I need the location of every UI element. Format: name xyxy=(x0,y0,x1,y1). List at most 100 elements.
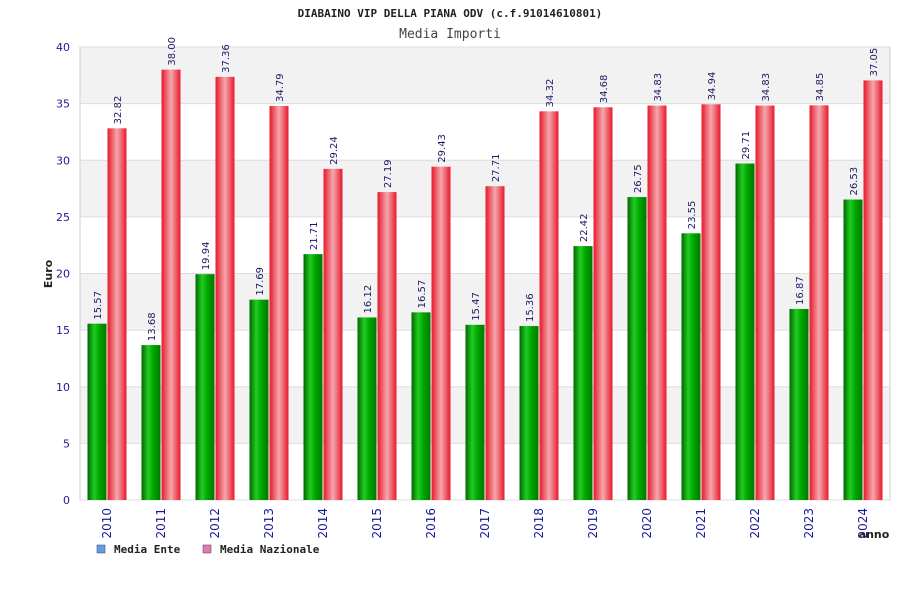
value-label-media-ente-2011: 13.68 xyxy=(147,312,158,341)
value-label-media-ente-2017: 15.47 xyxy=(471,292,482,321)
value-label-media-ente-2010: 15.57 xyxy=(93,291,104,320)
value-label-media-nazionale-2012: 37.36 xyxy=(221,44,232,73)
value-label-media-nazionale-2015: 27.19 xyxy=(383,159,394,188)
y-tick-label: 0 xyxy=(63,494,70,507)
x-tick-label-2012: 2012 xyxy=(208,508,222,539)
value-label-media-nazionale-2017: 27.71 xyxy=(491,154,502,183)
value-label-media-ente-2024: 26.53 xyxy=(849,167,860,196)
plot-band xyxy=(80,47,890,104)
x-tick-label-2010: 2010 xyxy=(100,508,114,539)
x-tick-label-2017: 2017 xyxy=(478,508,492,539)
bar-media-ente-2014 xyxy=(303,254,323,500)
chart-subtitle: Media Importi xyxy=(399,27,501,42)
x-tick-labels: 2010 2011 2012 2013 2014 2015 2016 2017 2018 2019… xyxy=(100,508,870,539)
bar-media-nazionale-2019 xyxy=(593,107,613,501)
value-label-media-ente-2020: 26.75 xyxy=(633,164,644,193)
value-label-media-nazionale-2011: 38.00 xyxy=(167,37,178,66)
bar-media-ente-2021 xyxy=(681,233,701,500)
bar-media-ente-2011 xyxy=(141,345,161,500)
value-label-media-ente-2019: 22.42 xyxy=(579,213,590,242)
x-tick-label-2019: 2019 xyxy=(586,508,600,539)
x-tick-label-2016: 2016 xyxy=(424,508,438,539)
plot-band xyxy=(80,160,890,217)
value-label-media-ente-2018: 15.36 xyxy=(525,293,536,322)
value-label-media-nazionale-2013: 34.79 xyxy=(275,73,286,102)
bar-media-nazionale-2023 xyxy=(809,105,829,500)
y-tick-label: 25 xyxy=(56,211,70,224)
bar-media-nazionale-2013 xyxy=(269,106,289,501)
bar-media-nazionale-2015 xyxy=(377,192,397,501)
value-label-media-ente-2021: 23.55 xyxy=(687,201,698,230)
value-labels-group: 15.57 32.82 13.68 38.00 19.94 37.36 17.69 34.79… xyxy=(93,37,880,341)
bar-media-ente-2023 xyxy=(789,308,809,500)
y-tick-labels: 0 5 10 15 20 25 30 35 40 xyxy=(56,41,70,507)
bar-media-ente-2019 xyxy=(573,246,593,500)
bar-media-nazionale-2012 xyxy=(215,76,235,500)
chart-title: DIABAINO VIP DELLA PIANA ODV (c.f.910146… xyxy=(298,7,603,20)
value-label-media-nazionale-2022: 34.83 xyxy=(761,73,772,102)
y-tick-label: 5 xyxy=(63,437,70,450)
x-tick-label-2011: 2011 xyxy=(154,508,168,539)
bar-media-nazionale-2011 xyxy=(161,69,181,501)
value-label-media-ente-2013: 17.69 xyxy=(255,267,266,296)
y-tick-label: 35 xyxy=(56,98,70,111)
bar-media-nazionale-2024 xyxy=(863,80,883,500)
value-label-media-ente-2022: 29.71 xyxy=(741,131,752,160)
x-tick-label-2014: 2014 xyxy=(316,508,330,539)
plot-band xyxy=(80,273,890,331)
plot-band xyxy=(80,216,890,274)
bar-media-ente-2015 xyxy=(357,317,377,500)
value-label-media-nazionale-2018: 34.32 xyxy=(545,79,556,108)
bar-media-nazionale-2014 xyxy=(323,168,343,500)
bar-media-ente-2022 xyxy=(735,163,755,501)
x-tick-label-2021: 2021 xyxy=(694,508,708,539)
x-tick-label-2013: 2013 xyxy=(262,508,276,539)
bar-media-nazionale-2021 xyxy=(701,104,721,500)
legend-swatch-media-nazionale xyxy=(202,544,212,554)
bar-media-ente-2012 xyxy=(195,274,215,500)
bar-media-nazionale-2010 xyxy=(107,128,127,500)
value-label-media-nazionale-2024: 37.05 xyxy=(869,48,880,77)
value-label-media-ente-2016: 16.57 xyxy=(417,280,428,309)
y-tick-label: 30 xyxy=(56,154,70,167)
bar-media-nazionale-2022 xyxy=(755,105,775,501)
y-tick-label: 40 xyxy=(56,41,70,54)
y-tick-label: 10 xyxy=(56,381,70,394)
bar-media-ente-2018 xyxy=(519,326,539,500)
legend-label-media-ente: Media Ente xyxy=(114,543,181,556)
bar-media-ente-2016 xyxy=(411,312,431,500)
bars-group xyxy=(87,69,883,501)
x-tick-label-2020: 2020 xyxy=(640,508,654,539)
plot-band xyxy=(80,443,890,500)
plot-band xyxy=(80,386,890,444)
legend: Media Ente Media Nazionale xyxy=(96,543,320,556)
value-label-media-nazionale-2020: 34.83 xyxy=(653,73,664,102)
plot-band xyxy=(80,103,890,161)
y-axis-label: Euro xyxy=(42,259,55,288)
y-tick-label: 15 xyxy=(56,324,70,337)
x-tick-label-2018: 2018 xyxy=(532,508,546,539)
value-label-media-nazionale-2023: 34.85 xyxy=(815,73,826,102)
value-label-media-nazionale-2016: 29.43 xyxy=(437,134,448,163)
value-label-media-ente-2015: 16.12 xyxy=(363,285,374,314)
x-tick-label-2023: 2023 xyxy=(802,508,816,539)
value-label-media-nazionale-2019: 34.68 xyxy=(599,75,610,104)
bar-media-nazionale-2016 xyxy=(431,166,451,500)
bar-media-ente-2017 xyxy=(465,324,485,500)
bar-media-ente-2010 xyxy=(87,323,107,500)
legend-swatch-media-ente xyxy=(96,544,106,554)
legend-label-media-nazionale: Media Nazionale xyxy=(220,543,320,556)
x-tick-label-2024: 2024 xyxy=(856,508,870,539)
plot-band xyxy=(80,330,890,387)
x-tick-label-2015: 2015 xyxy=(370,508,384,539)
x-tick-label-2022: 2022 xyxy=(748,508,762,539)
plot-background xyxy=(79,46,891,501)
grid-lines xyxy=(80,46,890,501)
bar-media-nazionale-2017 xyxy=(485,186,505,500)
bar-media-ente-2013 xyxy=(249,299,269,500)
value-label-media-nazionale-2010: 32.82 xyxy=(113,96,124,125)
bar-media-nazionale-2018 xyxy=(539,111,559,501)
value-label-media-ente-2014: 21.71 xyxy=(309,221,320,250)
value-label-media-ente-2012: 19.94 xyxy=(201,242,212,271)
